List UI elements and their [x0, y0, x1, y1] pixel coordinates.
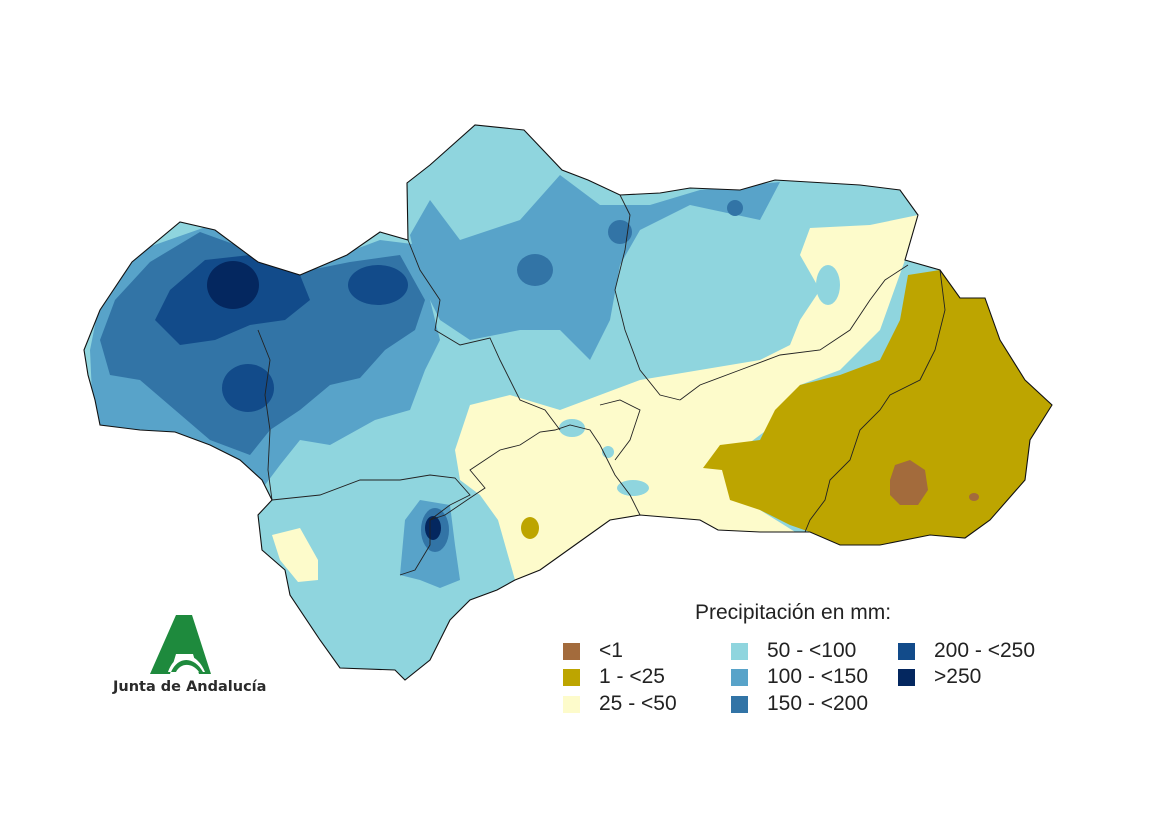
legend-item: <1 — [563, 639, 623, 663]
legend-swatch — [898, 642, 915, 660]
legend-label: 100 - <150 — [767, 665, 869, 688]
legend-swatch — [731, 642, 748, 660]
zone-200-250-east — [348, 265, 408, 305]
border-huelva-sevilla — [257, 329, 273, 501]
legend-label: >250 — [934, 665, 982, 688]
legend-label: 50 - <100 — [767, 639, 857, 662]
legend-label: 1 - <25 — [599, 665, 665, 688]
border-jaen-granada — [679, 264, 909, 401]
legend-label: 25 - <50 — [599, 692, 677, 715]
zone-under-1-spot — [969, 493, 979, 501]
zone-1-25-spot — [521, 517, 539, 539]
zone-25-50-coast — [272, 528, 318, 582]
zone-under-1-core — [890, 460, 928, 505]
legend-item: 100 - <150 — [731, 665, 868, 689]
legend-item: >250 — [898, 665, 981, 689]
legend-swatch — [563, 642, 580, 660]
legend-swatch — [731, 668, 748, 686]
zone-150-200-spot-2 — [608, 220, 632, 244]
precipitation-zones — [84, 125, 1052, 680]
legend-item: 25 - <50 — [563, 692, 677, 716]
legend-swatch — [731, 695, 748, 713]
zone-over-250-core — [207, 261, 259, 309]
border-granada-almeria — [804, 269, 946, 533]
zone-100-150-north — [410, 175, 780, 360]
province-borders — [257, 194, 946, 576]
legend-swatch — [898, 668, 915, 686]
junta-de-andalucia-logo-icon — [150, 615, 211, 674]
legend-item: 1 - <25 — [563, 665, 665, 689]
legend-label: 200 - <250 — [934, 639, 1036, 662]
border-sevilla-cadiz — [271, 474, 471, 576]
zone-50-100-islet-1 — [559, 419, 585, 437]
zone-50-100-islet-3 — [816, 265, 840, 305]
logo-text: Junta de Andalucía — [113, 679, 267, 695]
legend-swatch — [563, 695, 580, 713]
zone-50-100-islet-2 — [617, 480, 649, 496]
legend-item: 150 - <200 — [731, 692, 868, 716]
legend-item: 200 - <250 — [898, 639, 1035, 663]
zone-150-200-spot-1 — [517, 254, 553, 286]
legend-swatch — [563, 668, 580, 686]
border-sevilla-cordoba — [407, 239, 561, 431]
zone-over-250-south-spot — [425, 516, 441, 540]
legend-label: 150 - <200 — [767, 692, 869, 715]
zone-150-200-spot-3 — [727, 200, 743, 216]
border-cordoba-granada — [599, 399, 641, 461]
zone-25-50-central — [455, 215, 918, 580]
border-cadiz-malaga — [429, 424, 641, 521]
zone-200-250-south — [222, 364, 274, 412]
legend-title: Precipitación en mm: — [695, 601, 892, 624]
legend-item: 50 - <100 — [731, 639, 856, 663]
legend-label: <1 — [599, 639, 623, 662]
border-cordoba-jaen — [614, 194, 681, 401]
zone-1-25-east — [703, 270, 1052, 545]
